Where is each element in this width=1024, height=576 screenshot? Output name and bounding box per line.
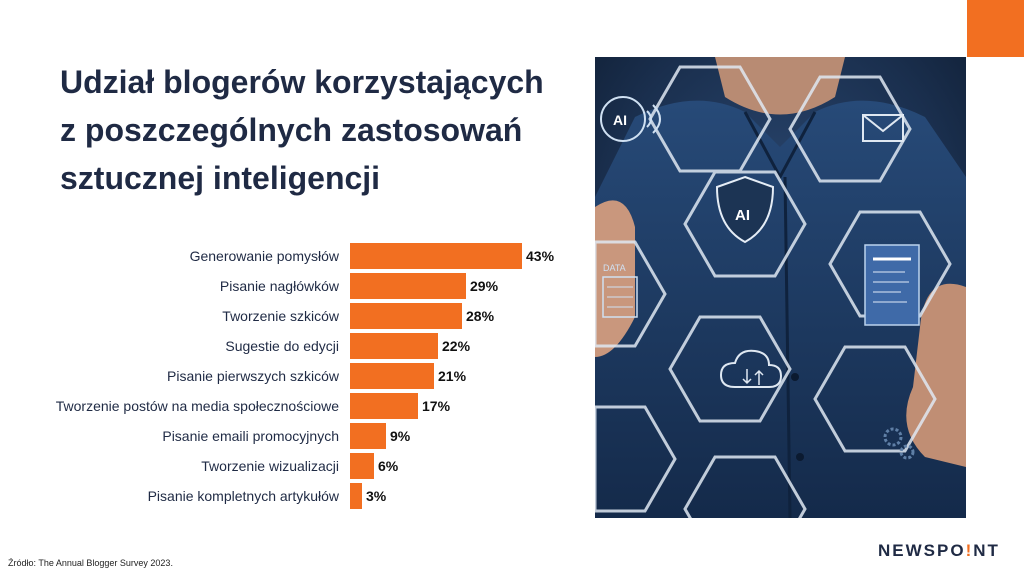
category-label-3: Sugestie do edycji [225,338,339,354]
shirt-button [791,373,799,381]
value-label-4: 21% [438,368,467,384]
svg-text:AI: AI [613,112,627,128]
category-label-1: Pisanie nagłówków [220,278,340,294]
mail-icon [862,114,904,142]
category-label-4: Pisanie pierwszych szkiców [167,368,340,384]
title-line-1: Udział blogerów korzystających [60,64,544,100]
category-label-5: Tworzenie postów na media społecznościow… [56,398,339,414]
value-label-2: 28% [466,308,495,324]
svg-text:AI: AI [735,207,750,224]
bar-7 [350,453,374,479]
ai-photo-illustration: AI AI DATA [595,57,966,518]
ai-head-icon: AI [600,96,661,142]
title-line-2: z poszczególnych zastosowań [60,112,523,148]
gear-icon [883,427,915,460]
value-label-3: 22% [442,338,471,354]
category-label-2: Tworzenie szkiców [222,308,340,324]
category-label-7: Tworzenie wizualizacji [201,458,339,474]
value-label-5: 17% [422,398,451,414]
svg-text:DATA: DATA [603,263,626,273]
bar-1 [350,273,466,299]
value-label-0: 43% [526,248,555,264]
cloud-icon [719,349,783,388]
corner-accent [967,0,1024,57]
value-label-8: 3% [366,488,387,504]
bar-8 [350,483,362,509]
bar-4 [350,363,434,389]
bar-3 [350,333,438,359]
newspoint-logo: NEWSPO!NT [878,541,1000,561]
bar-chart: Generowanie pomysłów 43% Pisanie nagłówków… [56,243,555,509]
logo-accent-letter: ! [965,541,974,560]
data-icon: DATA [602,263,638,318]
bar-5 [350,393,418,419]
ai-shield-icon: AI [715,175,775,244]
bar-2 [350,303,462,329]
value-label-7: 6% [378,458,399,474]
logo-text-start: NEWSPO [878,541,966,560]
source-note: Źródło: The Annual Blogger Survey 2023. [8,558,173,568]
bar-6 [350,423,386,449]
ai-photo: AI AI DATA [595,57,966,518]
category-label-0: Generowanie pomysłów [190,248,340,264]
bar-0 [350,243,522,269]
title-line-3: sztucznej inteligencji [60,160,381,196]
document-icon [864,244,920,326]
logo-text-end: NT [973,541,1000,560]
category-label-6: Pisanie emaili promocyjnych [162,428,339,444]
value-label-6: 9% [390,428,411,444]
category-label-8: Pisanie kompletnych artykułów [148,488,340,504]
page-title: Udział blogerów korzystających z poszcze… [60,58,580,202]
value-label-1: 29% [470,278,499,294]
